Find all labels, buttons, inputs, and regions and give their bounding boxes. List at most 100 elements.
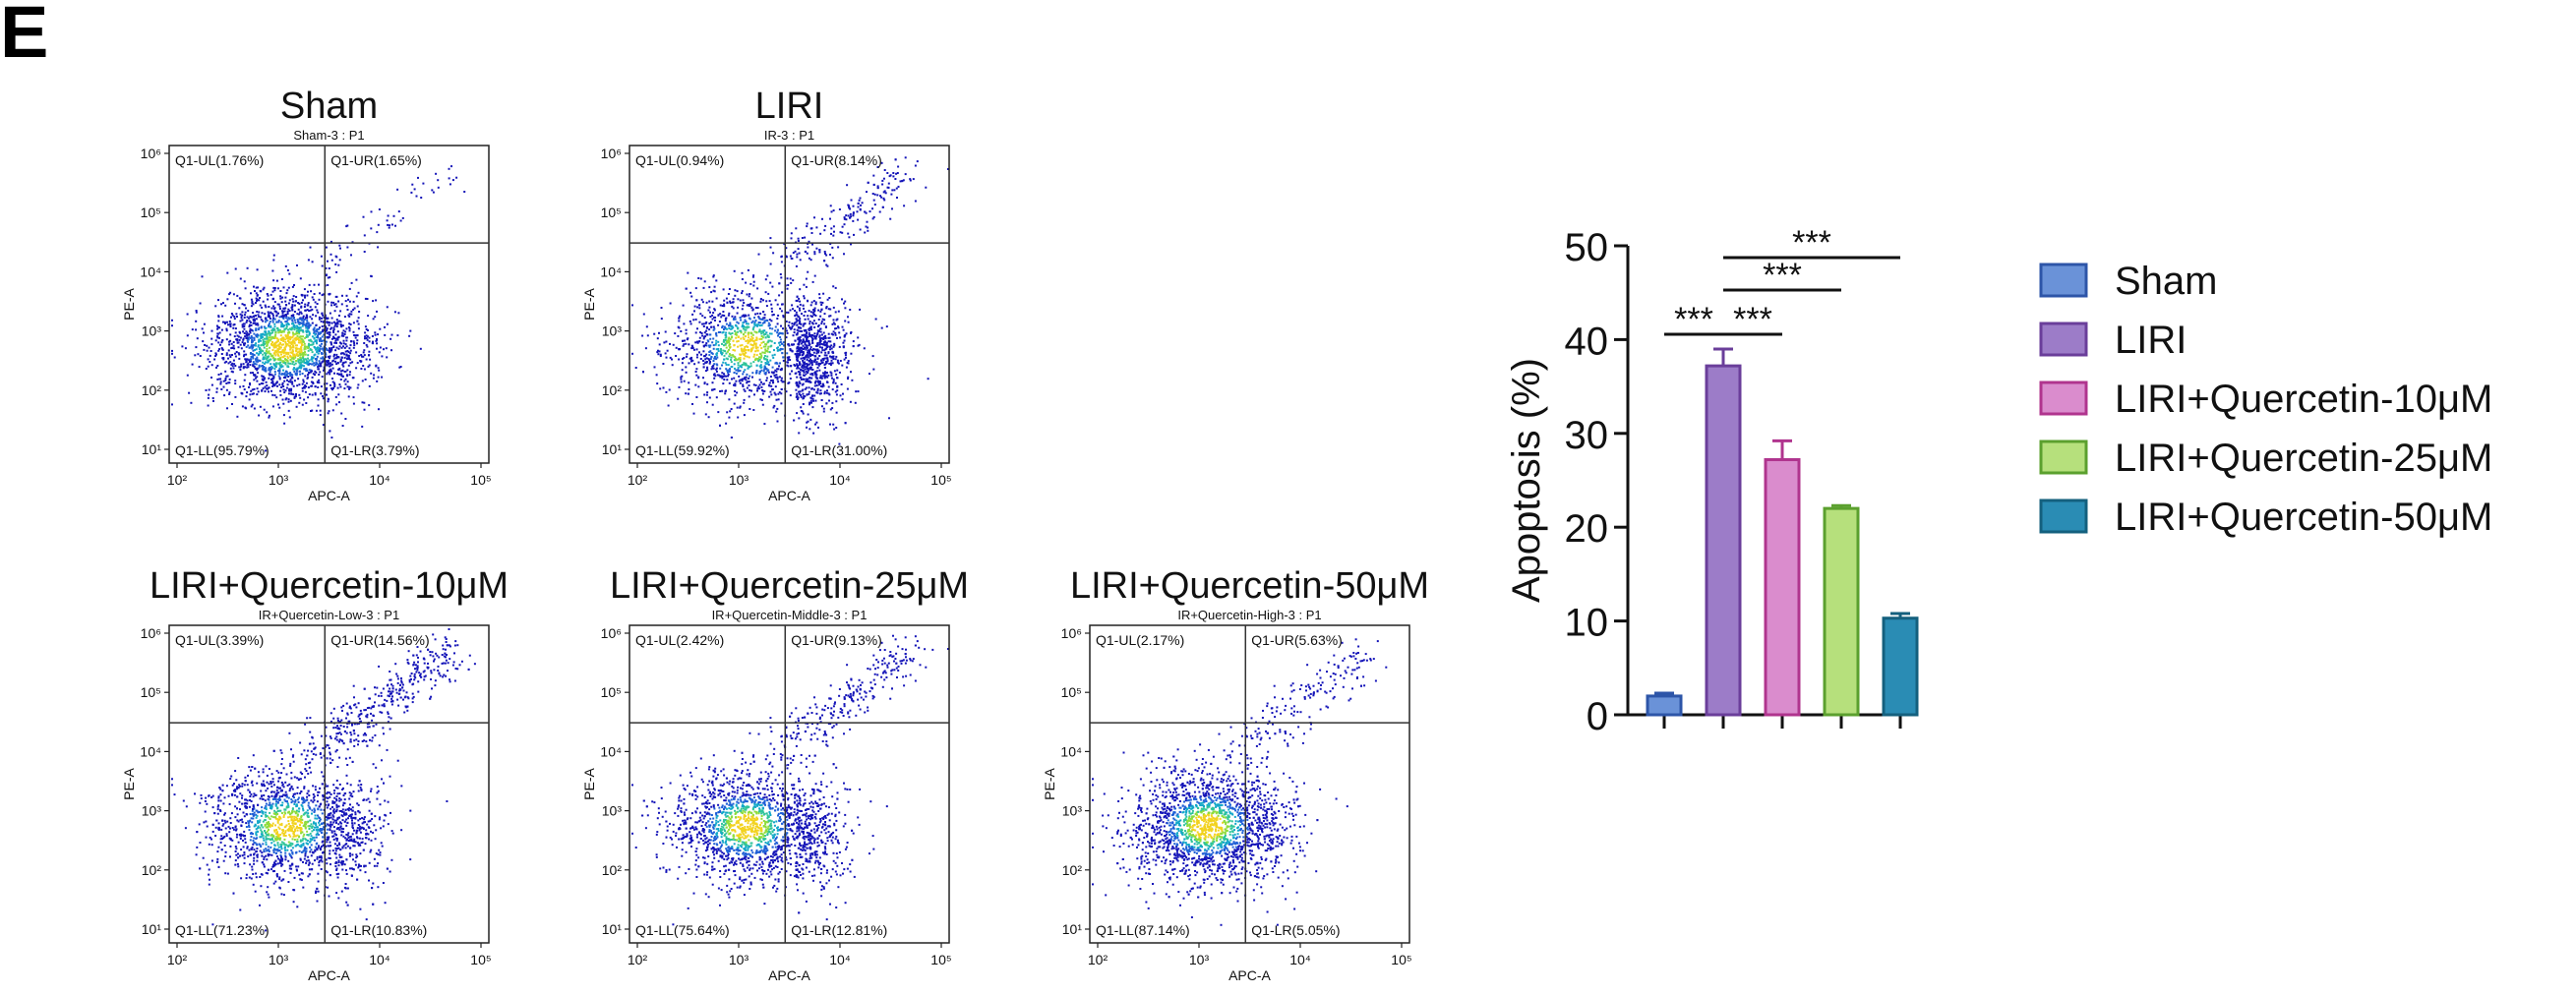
event-dot: [798, 417, 801, 420]
event-dot: [186, 313, 189, 316]
event-dot: [368, 726, 371, 729]
event-dot: [247, 362, 250, 365]
event-dot: [349, 732, 352, 733]
event-dot: [286, 355, 289, 358]
event-dot: [745, 362, 748, 365]
event-dot: [802, 334, 805, 337]
event-dot: [291, 360, 294, 363]
event-dot: [333, 324, 336, 327]
event-dot: [376, 342, 379, 345]
event-dot: [824, 351, 827, 354]
event-dot: [832, 285, 835, 288]
event-dot: [748, 305, 750, 307]
event-dot: [284, 304, 287, 307]
event-dot: [260, 815, 263, 817]
event-dot: [322, 798, 325, 801]
event-dot: [815, 421, 818, 424]
event-dot: [811, 339, 813, 342]
event-dot: [297, 360, 300, 363]
event-dot: [363, 408, 366, 411]
event-dot: [318, 381, 321, 384]
event-dot: [330, 347, 333, 349]
event-dot: [288, 416, 291, 419]
event-dot: [306, 360, 309, 363]
event-dot: [726, 379, 729, 381]
event-dot: [303, 348, 306, 351]
event-dot: [205, 820, 208, 823]
event-dot: [826, 264, 829, 267]
event-dot: [331, 367, 334, 370]
event-dot: [803, 395, 806, 397]
event-dot: [357, 317, 360, 320]
event-dot: [208, 393, 210, 396]
event-dot: [258, 350, 261, 353]
event-dot: [265, 331, 268, 334]
event-dot: [773, 404, 776, 407]
event-dot: [816, 331, 819, 334]
event-dot: [771, 366, 774, 369]
event-dot: [304, 362, 307, 364]
event-dot: [873, 204, 876, 206]
event-dot: [278, 372, 281, 375]
event-dot: [334, 255, 337, 258]
event-dot: [336, 361, 339, 364]
event-dot: [800, 369, 803, 371]
event-dot: [806, 356, 809, 359]
event-dot: [285, 343, 288, 345]
event-dot: [809, 304, 812, 307]
event-dot: [260, 351, 263, 354]
event-dot: [709, 361, 711, 363]
event-dot: [820, 377, 823, 380]
event-dot: [780, 367, 783, 370]
event-dot: [319, 414, 322, 416]
event-dot: [733, 269, 736, 272]
event-dot: [730, 408, 733, 410]
event-dot: [743, 333, 745, 336]
event-dot: [299, 741, 302, 744]
event-dot: [659, 355, 662, 357]
event-dot: [339, 370, 342, 373]
event-dot: [852, 340, 855, 343]
event-dot: [760, 323, 763, 326]
event-dot: [292, 346, 295, 349]
event-dot: [297, 361, 300, 364]
event-dot: [809, 326, 811, 329]
event-dot: [305, 326, 308, 329]
event-dot: [328, 355, 329, 358]
event-dot: [896, 197, 898, 199]
event-dot: [728, 348, 730, 351]
event-dot: [269, 818, 271, 820]
event-dot: [346, 358, 349, 361]
event-dot: [311, 356, 314, 359]
event-dot: [706, 369, 709, 372]
event-dot: [364, 331, 367, 334]
event-dot: [796, 320, 799, 322]
event-dot: [798, 341, 801, 344]
event-dot: [791, 343, 794, 346]
event-dot: [769, 237, 772, 240]
event-dot: [845, 332, 848, 335]
event-dot: [326, 331, 329, 334]
event-dot: [880, 161, 883, 164]
event-dot: [746, 381, 749, 384]
event-dot: [786, 361, 789, 364]
event-dot: [293, 363, 296, 366]
event-dot: [315, 332, 318, 335]
event-dot: [704, 413, 707, 416]
event-dot: [248, 333, 251, 336]
event-dot: [280, 301, 283, 304]
event-dot: [333, 304, 336, 307]
event-dot: [241, 834, 244, 837]
event-dot: [813, 381, 816, 384]
event-dot: [713, 327, 716, 330]
event-dot: [306, 792, 309, 795]
event-dot: [699, 313, 702, 316]
event-dot: [323, 358, 326, 360]
event-dot: [741, 271, 744, 274]
event-dot: [787, 284, 790, 286]
event-dot: [644, 347, 647, 350]
event-dot: [287, 286, 290, 289]
event-dot: [838, 442, 841, 445]
event-dot: [782, 341, 785, 344]
event-dot: [339, 323, 342, 326]
